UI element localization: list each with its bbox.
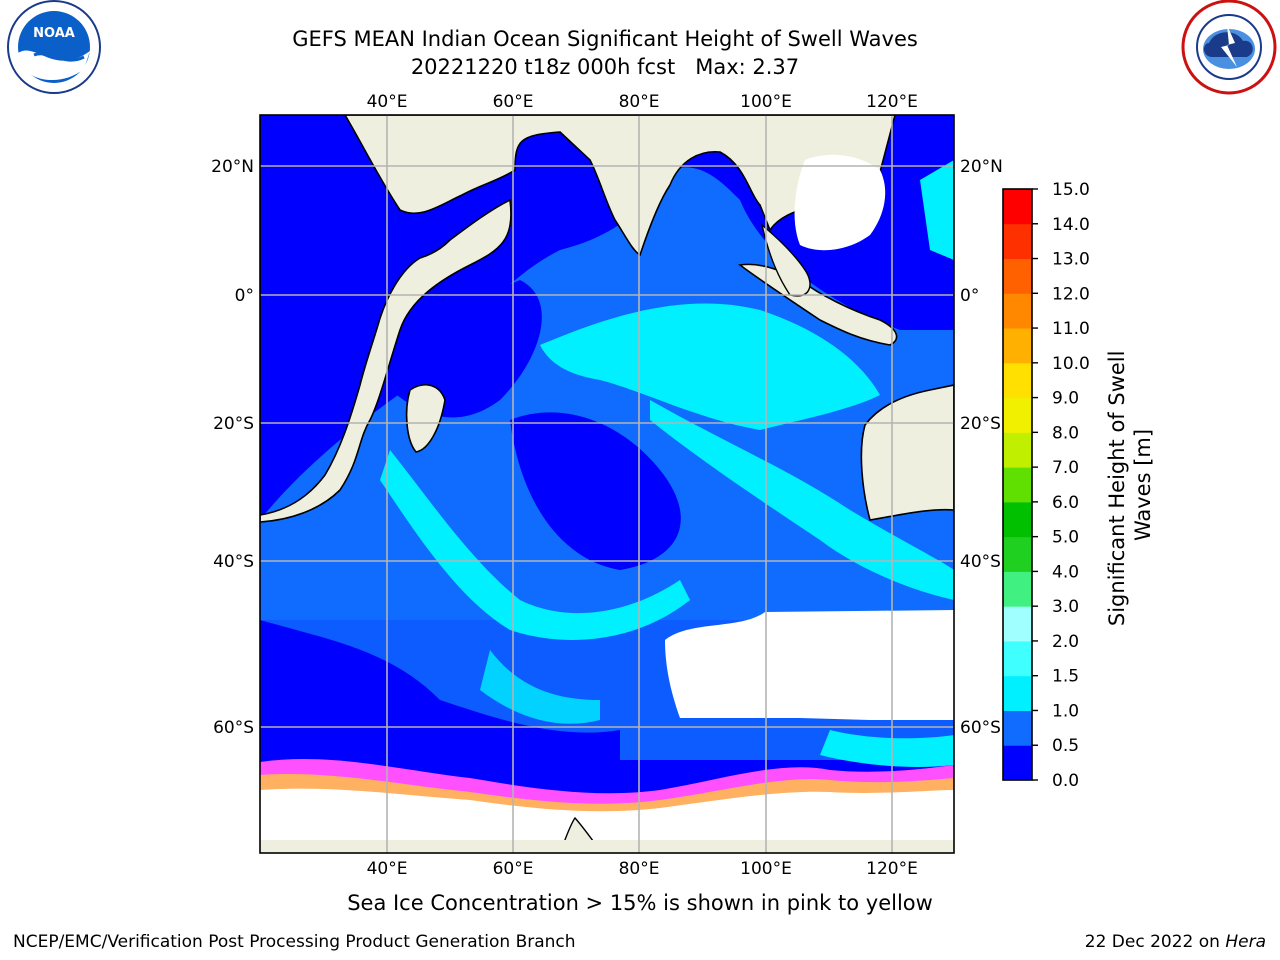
colorbar-tick-label: 9.0 [1052, 389, 1079, 409]
lat-tick-left: 60°S [213, 718, 254, 738]
colorbar-frame [1002, 188, 1033, 781]
swell-band-southeast [820, 730, 954, 767]
colorbar-tick-label: 12.0 [1052, 284, 1090, 304]
swell-band-east [650, 400, 954, 600]
lat-tick-right: 20°N [960, 157, 1003, 177]
colorbar-tick-label: 10.0 [1052, 354, 1090, 374]
colorbar-tick-label: 0.5 [1052, 736, 1079, 756]
lat-ticks-left: 20°N 0° 20°S 40°S 60°S [211, 157, 254, 738]
colorbar-swatch [1003, 223, 1032, 260]
colorbar-tick-label: 13.0 [1052, 250, 1090, 270]
colorbar-tick-label: 7.0 [1052, 458, 1079, 478]
land-antarctica [260, 840, 954, 853]
map-area [260, 115, 954, 853]
lat-tick-right: 0° [960, 286, 979, 306]
colorbar-swatch [1003, 675, 1032, 711]
chart-title: GEFS MEAN Indian Ocean Significant Heigh… [292, 27, 918, 51]
colorbar-tick-label: 0.0 [1052, 771, 1079, 791]
chart-subtitle: 20221220 t18z 000h fcst Max: 2.37 [410, 55, 800, 79]
colorbar-tick-label: 15.0 [1052, 180, 1090, 200]
colorbar-tick-label: 11.0 [1052, 319, 1090, 339]
sea-ice-interior [260, 788, 954, 853]
lat-ticks-right: 20°N 0° 20°S 40°S 60°S [960, 157, 1003, 738]
colorbar-swatch [1003, 328, 1032, 364]
swell-band-equatorial [540, 303, 880, 430]
colorbar-tick-label: 8.0 [1052, 423, 1079, 443]
lon-tick-top: 40°E [367, 92, 408, 112]
lon-tick-top: 80°E [619, 92, 660, 112]
colorbar-swatch [1003, 606, 1032, 642]
credit-date: 22 Dec 2022 on Hera [1085, 932, 1266, 952]
colorbar-swatch [1003, 640, 1032, 677]
credit-branch: NCEP/EMC/Verification Post Processing Pr… [13, 932, 576, 952]
colorbar-tick-label: 2.0 [1052, 632, 1079, 652]
colorbar-swatch [1003, 189, 1032, 225]
colorbar-swatch [1003, 710, 1032, 746]
colorbar-label-line2: Waves [m] [1131, 429, 1155, 541]
colorbar-label: Significant Height of Swell Waves [m] [1105, 344, 1155, 626]
swell-region-low-2 [510, 412, 681, 570]
credit-date-text: 22 Dec 2022 on [1084, 932, 1226, 952]
lon-ticks-top: 40°E 60°E 80°E 100°E 120°E [367, 92, 918, 112]
map-frame [259, 114, 955, 854]
colorbar-tick-label: 5.0 [1052, 528, 1079, 548]
lat-tick-left: 20°S [213, 414, 254, 434]
colorbar-swatch [1003, 432, 1032, 468]
noaa-logo: NOAA [7, 0, 101, 94]
noaa-logo-text: NOAA [33, 26, 75, 41]
swell-band-south [480, 650, 600, 724]
lon-tick-bottom: 40°E [367, 859, 408, 879]
land-malay-peninsula [760, 223, 811, 297]
colorbar-swatch [1003, 362, 1032, 399]
colorbar-label-line1: Significant Height of Swell [1105, 351, 1129, 627]
lat-tick-right: 40°S [960, 552, 1001, 572]
colorbar-tick-label: 6.0 [1052, 493, 1079, 513]
colorbar-swatch [1003, 501, 1032, 538]
masked-region [665, 610, 954, 720]
colorbar-swatch [1003, 571, 1032, 607]
colorbar-tick-label: 14.0 [1052, 215, 1090, 235]
lon-tick-top: 60°E [493, 92, 534, 112]
sea-ice-footnote: Sea Ice Concentration > 15% is shown in … [347, 891, 933, 915]
swell-region-low [380, 280, 542, 418]
lon-tick-bottom: 120°E [866, 859, 918, 879]
swell-region-low-3 [260, 620, 620, 770]
lon-tick-bottom: 60°E [493, 859, 534, 879]
masked-region-south-china-sea [794, 154, 886, 251]
graticule [260, 115, 954, 853]
lon-tick-top: 120°E [866, 92, 918, 112]
colorbar-swatch [1003, 745, 1032, 781]
colorbar-swatch [1003, 293, 1032, 329]
swell-band-west [380, 450, 690, 640]
lon-tick-bottom: 80°E [619, 859, 660, 879]
lon-tick-bottom: 100°E [740, 859, 792, 879]
colorbar-tick-label: 1.0 [1052, 701, 1079, 721]
land-australia [860, 384, 954, 521]
lat-tick-right: 20°S [960, 414, 1001, 434]
colorbar-tick-label: 1.5 [1052, 667, 1079, 687]
credit-host: Hera [1225, 932, 1266, 952]
lat-tick-left: 40°S [213, 552, 254, 572]
lat-tick-left: 20°N [211, 157, 254, 177]
lat-tick-right: 60°S [960, 718, 1001, 738]
colorbar-swatch [1003, 536, 1032, 572]
swell-band-pacific [920, 160, 954, 260]
colorbar-swatch [1003, 258, 1032, 294]
lon-ticks-bottom: 40°E 60°E 80°E 100°E 120°E [367, 859, 918, 879]
nws-logo [1181, 0, 1277, 95]
lat-tick-left: 0° [235, 286, 254, 306]
colorbar-tick-label: 3.0 [1052, 597, 1079, 617]
colorbar-tick-label: 4.0 [1052, 562, 1079, 582]
lon-tick-top: 100°E [740, 92, 792, 112]
colorbar: 0.0 0.5 1.0 1.5 2.0 3.0 4.0 5.0 6.0 7.0 8.0 9.0 10.0… [1002, 180, 1090, 791]
colorbar-swatch [1003, 397, 1032, 433]
colorbar-swatch [1003, 467, 1032, 503]
